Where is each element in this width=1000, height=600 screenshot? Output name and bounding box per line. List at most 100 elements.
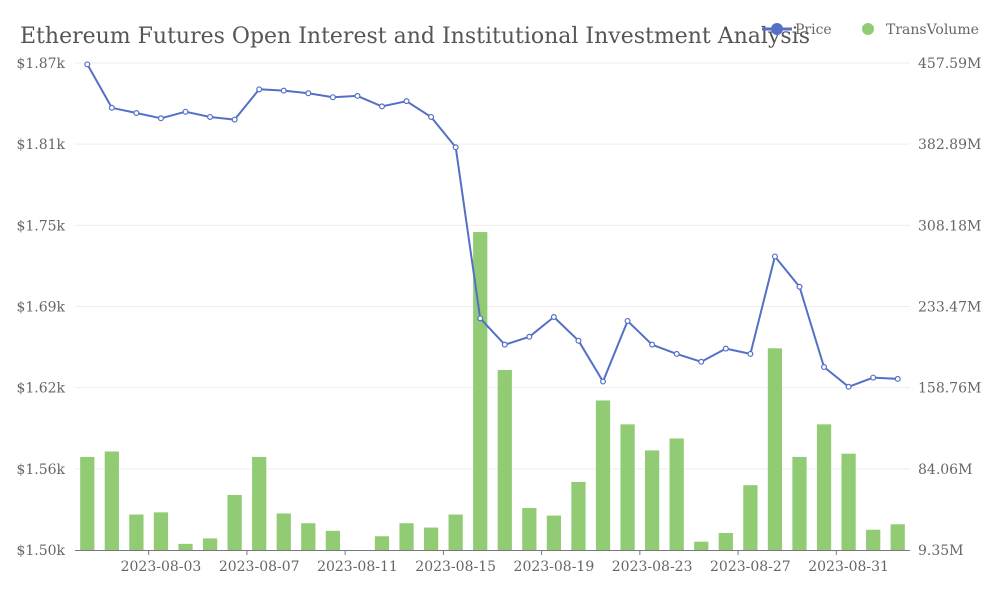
x-tick-label: 2023-08-03 (121, 559, 202, 575)
price-point[interactable] (870, 374, 877, 381)
price-point[interactable] (649, 341, 656, 348)
transvolume-bar[interactable] (890, 524, 905, 550)
legend-label: Price (795, 22, 832, 38)
price-point[interactable] (329, 94, 336, 101)
transvolume-bar[interactable] (178, 543, 193, 550)
transvolume-bar[interactable] (571, 481, 586, 550)
transvolume-bar[interactable] (841, 453, 856, 550)
y-right-tick-label: 457.59M (918, 56, 981, 72)
y-right-tick-label: 84.06M (918, 462, 972, 478)
transvolume-bar[interactable] (448, 514, 463, 550)
price-point[interactable] (698, 358, 705, 365)
transvolume-bar[interactable] (718, 532, 733, 550)
y-right-tick-label: 233.47M (918, 300, 981, 316)
legend-item-price[interactable]: Price (762, 22, 832, 38)
y-left-tick-label: $1.50k (16, 543, 65, 559)
price-point[interactable] (157, 115, 164, 122)
price-point[interactable] (305, 90, 312, 97)
price-point[interactable] (550, 314, 557, 321)
x-tick-label: 2023-08-31 (808, 559, 889, 575)
transvolume-bar[interactable] (522, 508, 537, 550)
transvolume-bar[interactable] (694, 541, 709, 550)
legend[interactable]: Price TransVolume (762, 22, 979, 38)
price-point[interactable] (575, 337, 582, 344)
price-point[interactable] (771, 253, 778, 260)
transvolume-bar[interactable] (325, 530, 340, 550)
transvolume-bar[interactable] (423, 527, 439, 550)
transvolume-bar[interactable] (620, 424, 635, 550)
price-point[interactable] (428, 113, 435, 120)
price-point[interactable] (894, 375, 901, 382)
price-point[interactable] (526, 333, 533, 340)
transvolume-bar[interactable] (497, 370, 512, 550)
transvolume-bar[interactable] (816, 424, 832, 550)
price-point[interactable] (477, 315, 484, 322)
transvolume-bar[interactable] (473, 232, 488, 550)
transvolume-bar[interactable] (792, 456, 807, 550)
x-tick-label: 2023-08-19 (514, 559, 595, 575)
legend-circle-icon (771, 23, 783, 35)
axes (75, 550, 910, 555)
x-tick-label: 2023-08-27 (710, 559, 791, 575)
legend-label: TransVolume (886, 22, 979, 38)
price-point[interactable] (796, 283, 803, 290)
y-left-tick-label: $1.56k (16, 462, 65, 478)
price-point[interactable] (722, 345, 729, 352)
y-left-tick-label: $1.69k (16, 300, 65, 316)
price-point[interactable] (821, 364, 828, 371)
price-line (84, 61, 901, 390)
transvolume-bar[interactable] (129, 514, 144, 550)
price-point[interactable] (280, 87, 287, 94)
price-point[interactable] (133, 110, 140, 117)
price-point[interactable] (231, 116, 238, 123)
transvolume-bar[interactable] (301, 523, 316, 550)
y-right-tick-label: 9.35M (918, 543, 964, 559)
transvolume-bar[interactable] (227, 494, 242, 550)
price-point[interactable] (108, 104, 115, 111)
price-point[interactable] (207, 113, 214, 120)
transvolume-bars (80, 232, 905, 550)
x-tick-label: 2023-08-11 (317, 559, 398, 575)
price-point[interactable] (624, 317, 631, 324)
price-point[interactable] (600, 378, 607, 385)
transvolume-bar[interactable] (80, 456, 95, 550)
price-point[interactable] (182, 108, 189, 115)
x-tick-label: 2023-08-15 (415, 559, 496, 575)
legend-item-transvolume[interactable]: TransVolume (862, 22, 979, 38)
price-point[interactable] (403, 98, 410, 105)
price-point[interactable] (845, 383, 852, 390)
transvolume-bar[interactable] (767, 348, 783, 550)
y-right-tick-label: 382.89M (918, 137, 981, 153)
chart-title: Ethereum Futures Open Interest and Insti… (20, 24, 810, 49)
price-point[interactable] (354, 92, 361, 99)
y-left-tick-label: $1.62k (16, 381, 65, 397)
transvolume-bar[interactable] (252, 456, 267, 550)
price-point[interactable] (673, 350, 680, 357)
transvolume-bar[interactable] (866, 529, 881, 550)
price-point[interactable] (84, 61, 91, 68)
x-tick-label: 2023-08-07 (219, 559, 300, 575)
transvolume-bar[interactable] (743, 485, 758, 550)
transvolume-bar[interactable] (645, 450, 660, 550)
transvolume-bar[interactable] (104, 451, 119, 550)
price-point[interactable] (378, 103, 385, 110)
x-tick-label: 2023-08-23 (612, 559, 693, 575)
transvolume-bar[interactable] (153, 512, 169, 550)
y-left-tick-label: $1.87k (16, 56, 65, 72)
transvolume-bar[interactable] (202, 538, 218, 550)
transvolume-bar[interactable] (595, 400, 611, 550)
transvolume-bar[interactable] (546, 515, 562, 550)
price-point[interactable] (452, 144, 459, 151)
price-point[interactable] (256, 86, 263, 93)
y-right-tick-label: 308.18M (918, 218, 981, 234)
transvolume-bar[interactable] (374, 536, 390, 550)
transvolume-bar[interactable] (399, 523, 414, 550)
price-point[interactable] (747, 350, 754, 357)
grid (75, 62, 910, 470)
price-series-line (86, 63, 898, 388)
y-right-tick-label: 158.76M (918, 381, 981, 397)
transvolume-bar[interactable] (669, 438, 684, 550)
transvolume-bar[interactable] (276, 513, 291, 550)
price-point[interactable] (501, 341, 508, 348)
